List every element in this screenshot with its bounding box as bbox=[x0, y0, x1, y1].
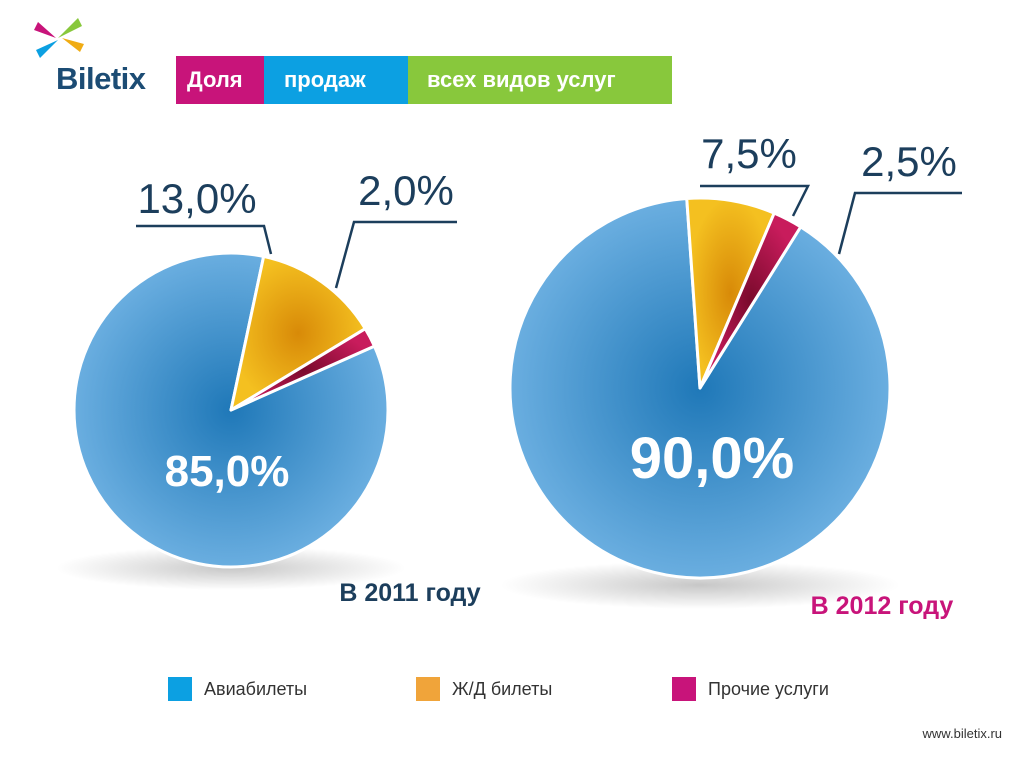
footer-url[interactable]: www.biletix.ru bbox=[922, 726, 1002, 741]
leader-line-rail-2011 bbox=[136, 224, 273, 255]
leader-line-other-2011 bbox=[334, 220, 457, 289]
legend-label-avia: Авиабилеты bbox=[204, 678, 308, 699]
title-segment-share: Доля bbox=[176, 56, 264, 104]
biletix-logo[interactable]: Biletix bbox=[30, 14, 160, 96]
chart-title-2012: В 2012 году bbox=[811, 592, 954, 620]
leader-line-other-2012 bbox=[837, 191, 962, 255]
pie-slice-other-2011 bbox=[229, 327, 376, 412]
data-label-rail-2012: 7,5% bbox=[701, 130, 797, 177]
data-label-other-2012: 2,5% bbox=[861, 138, 957, 185]
legend-item-rail: Ж/Д билеты bbox=[416, 676, 552, 702]
pie-slice-rail-2011 bbox=[229, 254, 367, 412]
data-label-avia-2012: 90,0% bbox=[630, 426, 794, 491]
slide-title: Доля продаж всех видов услуг bbox=[176, 56, 672, 104]
title-segment-sales: продаж bbox=[264, 56, 408, 104]
legend-swatch-other bbox=[672, 677, 696, 701]
legend-label-other: Прочие услуги bbox=[708, 678, 829, 699]
data-label-avia-2011: 85,0% bbox=[165, 447, 290, 496]
chart-title-2011: В 2011 году bbox=[339, 579, 480, 607]
data-label-rail-2011: 13,0% bbox=[137, 175, 256, 222]
legend-label-rail: Ж/Д билеты bbox=[452, 678, 553, 699]
leader-line-rail-2012 bbox=[700, 184, 811, 217]
legend-swatch-avia bbox=[168, 677, 192, 701]
pie-slice-other-2012 bbox=[698, 211, 803, 390]
brand-name: Biletix bbox=[56, 61, 146, 96]
data-label-other-2011: 2,0% bbox=[358, 167, 454, 214]
legend-item-avia: Авиабилеты bbox=[168, 676, 307, 702]
legend-swatch-rail bbox=[416, 677, 440, 701]
pie-shadow-2012 bbox=[500, 561, 900, 609]
logo-mark-icon bbox=[34, 18, 84, 58]
title-segment-all-services: всех видов услуг bbox=[408, 56, 672, 104]
legend-item-other: Прочие услуги bbox=[672, 676, 829, 702]
